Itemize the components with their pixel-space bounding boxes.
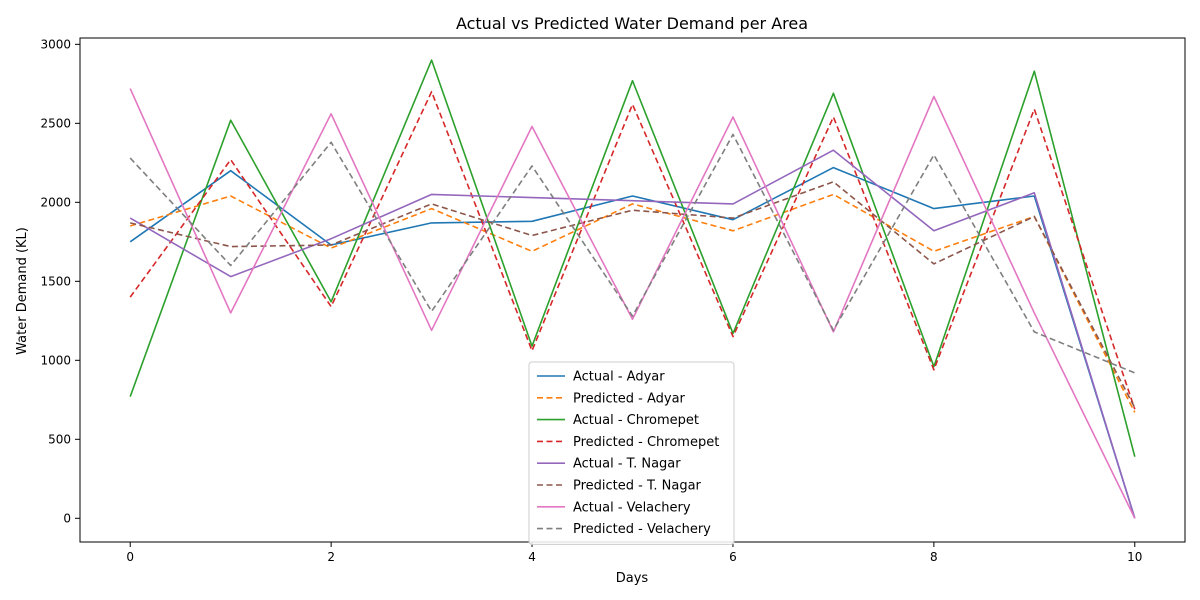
x-axis-ticks: 0 2 4 6 8 10: [126, 542, 1142, 564]
series-line: [129, 166, 1136, 519]
legend-label: Predicted - T. Nagar: [573, 479, 702, 494]
y-tick-label: 500: [48, 432, 71, 446]
legend-label: Actual - Velachery: [573, 500, 691, 515]
y-tick-label: 2000: [40, 195, 71, 209]
x-tick-label: 2: [327, 550, 335, 564]
series-line: [129, 133, 1136, 374]
y-tick-label: 3000: [40, 37, 71, 51]
series-line: [129, 59, 1136, 457]
y-tick-label: 2500: [40, 116, 71, 130]
legend-label: Actual - T. Nagar: [573, 457, 681, 472]
y-tick-label: 1000: [40, 353, 71, 367]
series-line: [129, 90, 1136, 410]
x-tick-label: 6: [729, 550, 737, 564]
legend-label: Actual - Adyar: [573, 370, 665, 385]
legend-box: [528, 361, 735, 545]
x-tick-label: 10: [1127, 550, 1142, 564]
y-axis-ticks: 0 500 1000 1500 2000 2500 3000: [40, 37, 80, 525]
x-tick-label: 0: [126, 550, 134, 564]
series-layer: [129, 59, 1136, 519]
legend-label: Predicted - Velachery: [573, 522, 711, 537]
x-axis-label: Days: [616, 571, 649, 586]
legend-label: Predicted - Adyar: [573, 391, 686, 406]
legend-label: Predicted - Chromepet: [573, 435, 719, 450]
legend: Actual - Adyar Predicted - Adyar Actual - …: [528, 361, 735, 545]
y-tick-label: 0: [63, 511, 71, 525]
y-tick-label: 1500: [40, 274, 71, 288]
series-line: [129, 88, 1136, 519]
series-line: [129, 149, 1136, 519]
y-axis-label: Water Demand (KL): [15, 227, 30, 355]
legend-label: Actual - Chromepet: [573, 413, 699, 428]
chart-title: Actual vs Predicted Water Demand per Are…: [456, 14, 808, 33]
series-line: [130, 181, 1136, 409]
x-tick-label: 4: [528, 550, 536, 564]
x-tick-label: 8: [930, 550, 938, 564]
series-line: [129, 193, 1136, 413]
